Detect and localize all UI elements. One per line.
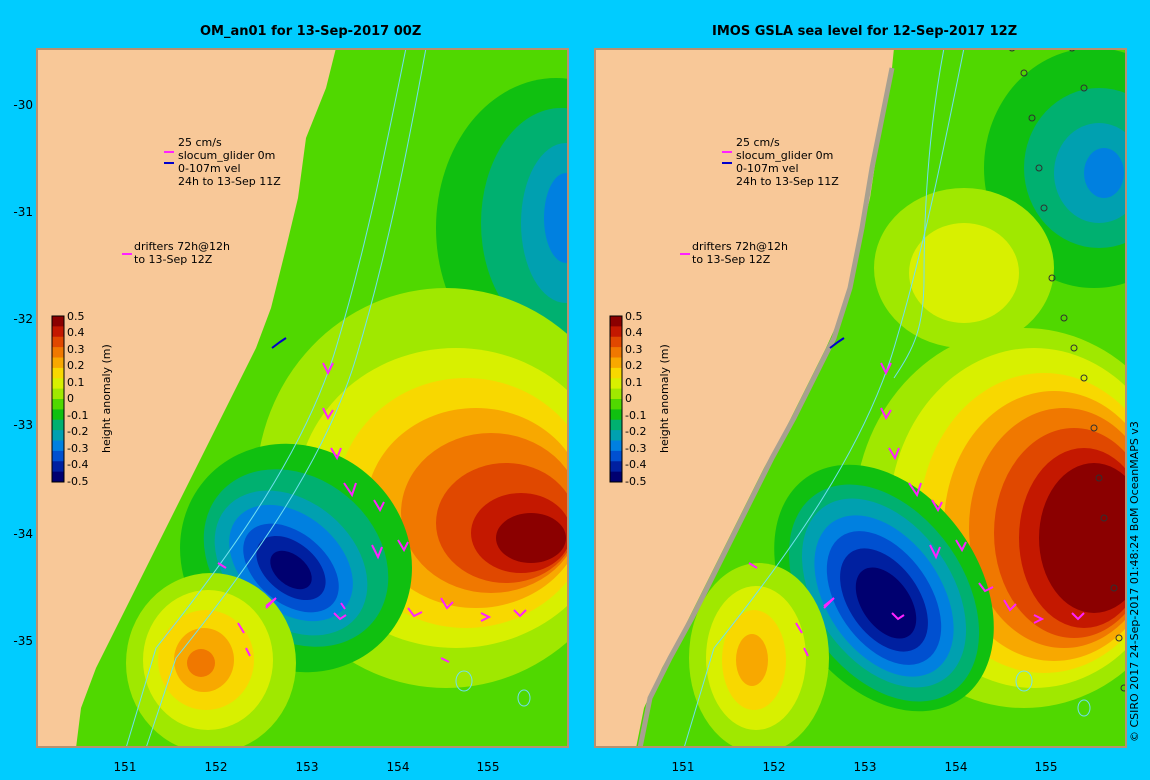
lon-tick: 152	[205, 760, 228, 774]
colorbar-swatch	[610, 357, 622, 369]
left-map: 25 cm/s slocum_glider 0m 0-107m vel 24h …	[36, 48, 569, 748]
lat-tick: -35	[13, 634, 33, 648]
colorbar-label: height anomaly (m)	[100, 344, 113, 453]
colorbar-tick: 0.4	[67, 326, 85, 339]
legend-speed-label: 25 cm/s	[736, 136, 780, 149]
colorbar-tick: -0.5	[625, 475, 646, 488]
colorbar-tick: 0.2	[625, 359, 643, 372]
colorbar-tick: 0.2	[67, 359, 85, 372]
colorbar-swatch	[610, 336, 622, 348]
lat-tick: -33	[13, 418, 33, 432]
lat-tick: -32	[13, 312, 33, 326]
colorbar-tick: 0.5	[625, 310, 643, 323]
colorbar-swatch	[52, 461, 64, 473]
drifters-label-2: to 13-Sep 12Z	[134, 253, 213, 266]
colorbar-swatch	[52, 430, 64, 441]
colorbar-swatch	[610, 461, 622, 473]
lat-tick: -30	[13, 98, 33, 112]
colorbar-tick: 0.1	[67, 376, 85, 389]
colorbar: 0.5 0.4 0.3 0.2 0.1 0 -0.1 -0.2 -0.3 -0.…	[609, 310, 671, 488]
colorbar-label: height anomaly (m)	[658, 344, 671, 453]
colorbar-swatch	[610, 440, 622, 452]
colorbar-swatch	[52, 399, 64, 410]
lon-tick: 153	[854, 760, 877, 774]
colorbar-swatch	[52, 471, 64, 483]
colorbar-tick: -0.3	[67, 442, 88, 455]
colorbar-swatch	[52, 419, 64, 431]
colorbar-swatch	[52, 326, 64, 338]
colorbar-swatch	[52, 450, 64, 462]
colorbar-swatch	[610, 367, 622, 379]
lon-tick: 155	[477, 760, 500, 774]
legend-period-label: 24h to 13-Sep 11Z	[736, 175, 839, 188]
colorbar-swatch	[52, 378, 64, 390]
colorbar-tick: -0.4	[625, 458, 646, 471]
colorbar-swatch	[610, 409, 622, 421]
colorbar-swatch	[52, 409, 64, 421]
colorbar-swatch	[52, 367, 64, 379]
colorbar-tick: -0.2	[625, 425, 646, 438]
colorbar-swatch	[610, 378, 622, 390]
legend-period-label: 24h to 13-Sep 11Z	[178, 175, 281, 188]
colorbar-swatch	[610, 388, 622, 400]
legend-glider-label: slocum_glider 0m	[178, 149, 275, 162]
lon-tick: 151	[114, 760, 137, 774]
colorbar-tick: 0.5	[67, 310, 85, 323]
lon-tick: 154	[945, 760, 968, 774]
lat-tick: -31	[13, 205, 33, 219]
colorbar-tick: -0.2	[67, 425, 88, 438]
colorbar-swatch	[52, 357, 64, 369]
colorbar-swatch	[610, 347, 622, 358]
colorbar-swatch	[52, 336, 64, 348]
colorbar-swatch	[610, 399, 622, 410]
lon-tick: 151	[672, 760, 695, 774]
colorbar-swatch	[610, 471, 622, 483]
right-longitude-axis: 151 152 153 154 155	[672, 760, 1058, 774]
colorbar-tick: 0	[67, 392, 74, 405]
lon-tick: 152	[763, 760, 786, 774]
colorbar-tick: -0.3	[625, 442, 646, 455]
colorbar-swatch	[610, 326, 622, 338]
colorbar-tick: -0.1	[67, 409, 88, 422]
colorbar-tick: 0.1	[625, 376, 643, 389]
colorbar-tick: -0.5	[67, 475, 88, 488]
colorbar: 0.5 0.4 0.3 0.2 0.1 0 -0.1 -0.2 -0.3 -0.…	[51, 310, 113, 488]
colorbar-tick: 0.4	[625, 326, 643, 339]
colorbar-swatch	[610, 316, 622, 327]
drifters-label-1: drifters 72h@12h	[134, 240, 230, 253]
legend-depth-label: 0-107m vel	[178, 162, 241, 175]
drifters-label-1: drifters 72h@12h	[692, 240, 788, 253]
colorbar-swatch	[52, 440, 64, 452]
colorbar-swatch	[52, 388, 64, 400]
colorbar-tick: -0.1	[625, 409, 646, 422]
latitude-axis: -30 -31 -32 -33 -34 -35	[13, 98, 33, 648]
drifters-label-2: to 13-Sep 12Z	[692, 253, 771, 266]
legend-depth-label: 0-107m vel	[736, 162, 799, 175]
lon-tick: 155	[1035, 760, 1058, 774]
colorbar-swatch	[610, 450, 622, 462]
right-map-panel: 25 cm/s slocum_glider 0m 0-107m vel 24h …	[594, 48, 1127, 748]
legend-glider-label: slocum_glider 0m	[736, 149, 833, 162]
lon-tick: 154	[387, 760, 410, 774]
copyright-text: © CSIRO 2017 24-Sep-2017 01:48:24 BoM Oc…	[1128, 421, 1141, 742]
right-map: 25 cm/s slocum_glider 0m 0-107m vel 24h …	[594, 48, 1127, 748]
colorbar-swatch	[52, 316, 64, 327]
colorbar-swatch	[610, 430, 622, 441]
colorbar-tick: -0.4	[67, 458, 88, 471]
colorbar-swatch	[52, 347, 64, 358]
colorbar-tick: 0	[625, 392, 632, 405]
colorbar-tick: 0.3	[67, 343, 85, 356]
lat-tick: -34	[13, 527, 33, 541]
colorbar-swatch	[610, 419, 622, 431]
right-panel-title: IMOS GSLA sea level for 12-Sep-2017 12Z	[712, 24, 1018, 39]
left-longitude-axis: 151 152 153 154 155	[114, 760, 500, 774]
left-map-panel: 25 cm/s slocum_glider 0m 0-107m vel 24h …	[36, 48, 569, 748]
left-panel-title: OM_an01 for 13-Sep-2017 00Z	[200, 24, 422, 39]
lon-tick: 153	[296, 760, 319, 774]
colorbar-tick: 0.3	[625, 343, 643, 356]
legend-speed-label: 25 cm/s	[178, 136, 222, 149]
